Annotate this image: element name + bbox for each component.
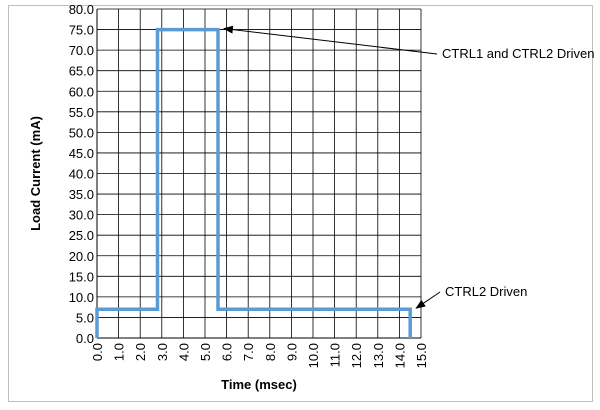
- x-tick-label: 5.0: [198, 343, 213, 361]
- x-tick-label: 7.0: [241, 343, 256, 361]
- y-tick-label: 10.0: [69, 290, 94, 305]
- y-tick-label: 5.0: [76, 310, 94, 325]
- y-tick-label: 25.0: [69, 228, 94, 243]
- annotation-label: CTRL1 and CTRL2 Driven: [442, 46, 594, 61]
- y-tick-label: 65.0: [69, 64, 94, 79]
- grid: [96, 8, 422, 339]
- x-tick-label: 6.0: [220, 343, 235, 361]
- annotation-label: CTRL2 Driven: [445, 284, 527, 299]
- x-tick-label: 0.0: [90, 343, 105, 361]
- series-line-0: [95, 27, 412, 338]
- x-tick-label: 15.0: [414, 343, 429, 368]
- x-tick-label: 14.0: [392, 343, 407, 368]
- y-tick-label: 35.0: [69, 187, 94, 202]
- y-tick-label: 15.0: [69, 269, 94, 284]
- y-tick-label: 75.0: [69, 23, 94, 38]
- x-tick-label: 10.0: [306, 343, 321, 368]
- x-tick-label: 3.0: [155, 343, 170, 361]
- x-tick-label: 8.0: [263, 343, 278, 361]
- y-tick-label: 60.0: [69, 84, 94, 99]
- x-tick-label: 4.0: [176, 343, 191, 361]
- chart-frame: [8, 5, 593, 402]
- y-tick-label: 55.0: [69, 105, 94, 120]
- y-tick-label: 70.0: [69, 43, 94, 58]
- y-tick-label: 45.0: [69, 146, 94, 161]
- x-tick-label: 11.0: [328, 343, 343, 367]
- y-tick-label: 20.0: [69, 249, 94, 264]
- x-tick-label: 13.0: [371, 343, 386, 368]
- series-group: [95, 27, 412, 338]
- x-axis-label: Time (msec): [221, 377, 297, 392]
- y-tick-labels: 0.0 5.0 10.0 15.0 20.0 25.0 30.0 35.0 40.0 45.0 50…: [69, 2, 94, 346]
- y-tick-label: 0.0: [76, 331, 94, 346]
- annotations: CTRL1 and CTRL2 Driven CTRL2 Driven: [222, 25, 594, 309]
- y-axis-label: Load Current (mA): [28, 116, 43, 231]
- y-tick-label: 50.0: [69, 125, 94, 140]
- x-tick-label: 9.0: [284, 343, 299, 361]
- x-tick-labels: 0.0 1.0 2.0 3.0 4.0 5.0 6.0 7.0 8.0 9.0 10.0 11.0 12…: [90, 343, 429, 368]
- y-tick-label: 30.0: [69, 208, 94, 223]
- annotation-arrow: [415, 291, 441, 309]
- x-tick-label: 1.0: [112, 343, 127, 361]
- x-tick-label: 2.0: [133, 343, 148, 361]
- x-tick-label: 12.0: [349, 343, 364, 368]
- y-tick-label: 40.0: [69, 167, 94, 182]
- y-tick-label: 80.0: [69, 2, 94, 17]
- annotation-arrow: [222, 25, 438, 55]
